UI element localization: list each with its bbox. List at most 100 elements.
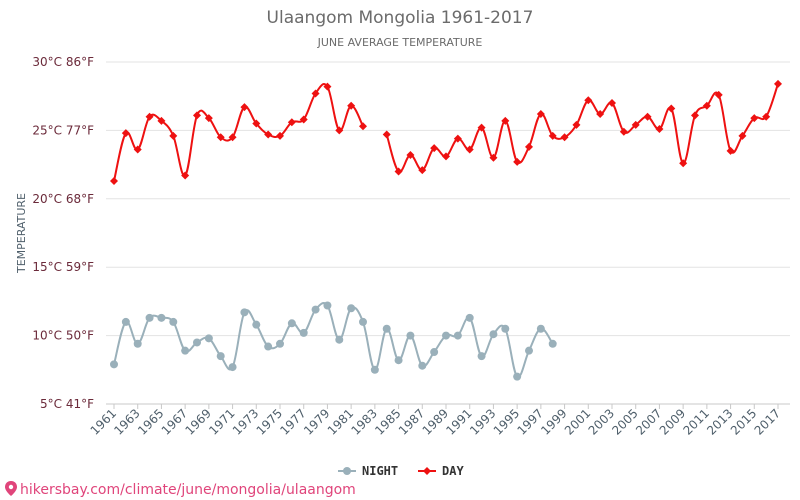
data-point-day[interactable] xyxy=(738,131,747,140)
data-point-day[interactable] xyxy=(418,166,427,175)
data-point-day[interactable] xyxy=(394,167,403,176)
data-point-night[interactable] xyxy=(216,352,225,361)
data-point-day[interactable] xyxy=(548,131,557,140)
data-point-day[interactable] xyxy=(110,177,118,186)
data-point-day[interactable] xyxy=(726,146,735,155)
data-point-night[interactable] xyxy=(169,317,178,326)
data-point-day[interactable] xyxy=(276,131,284,140)
data-point-night[interactable] xyxy=(181,346,190,355)
data-point-night[interactable] xyxy=(394,356,403,365)
data-point-night[interactable] xyxy=(193,338,201,347)
data-point-day[interactable] xyxy=(406,151,415,160)
data-point-day[interactable] xyxy=(572,120,581,129)
data-point-night[interactable] xyxy=(276,339,284,348)
data-point-night[interactable] xyxy=(145,313,154,322)
data-point-day[interactable] xyxy=(453,134,462,143)
data-point-day[interactable] xyxy=(596,109,605,118)
legend-label-day: DAY xyxy=(442,464,464,478)
data-point-night[interactable] xyxy=(264,342,273,351)
data-point-day[interactable] xyxy=(608,99,616,108)
data-point-night[interactable] xyxy=(228,363,237,372)
data-point-day[interactable] xyxy=(489,153,498,162)
data-point-night[interactable] xyxy=(204,334,213,343)
data-point-night[interactable] xyxy=(347,304,356,313)
source-link[interactable]: hikersbay.com/climate/june/mongolia/ulaa… xyxy=(5,481,356,498)
legend-item-day[interactable]: DAY xyxy=(418,464,464,478)
data-point-night[interactable] xyxy=(240,308,249,317)
data-point-day[interactable] xyxy=(323,82,332,91)
data-point-day[interactable] xyxy=(774,79,782,88)
data-point-night[interactable] xyxy=(252,320,261,329)
data-point-day[interactable] xyxy=(679,159,688,168)
data-point-day[interactable] xyxy=(643,112,652,121)
data-point-night[interactable] xyxy=(382,324,391,333)
data-point-night[interactable] xyxy=(536,324,545,333)
data-point-day[interactable] xyxy=(121,129,130,138)
source-url[interactable]: hikersbay.com/climate/june/mongolia/ulaa… xyxy=(20,482,356,498)
data-point-day[interactable] xyxy=(619,127,628,136)
data-point-night[interactable] xyxy=(430,348,439,357)
data-point-night[interactable] xyxy=(418,361,427,370)
data-point-day[interactable] xyxy=(691,111,699,120)
data-point-day[interactable] xyxy=(525,142,533,151)
data-point-night[interactable] xyxy=(548,339,557,348)
data-point-night[interactable] xyxy=(406,331,415,340)
data-point-night[interactable] xyxy=(501,324,510,333)
data-point-day[interactable] xyxy=(335,126,344,135)
data-point-day[interactable] xyxy=(430,144,439,153)
data-point-night[interactable] xyxy=(299,328,308,337)
data-point-day[interactable] xyxy=(667,104,676,113)
data-point-day[interactable] xyxy=(181,171,190,180)
data-point-night[interactable] xyxy=(323,301,332,310)
data-point-day[interactable] xyxy=(193,111,201,120)
data-point-night[interactable] xyxy=(513,372,522,381)
data-point-day[interactable] xyxy=(299,115,308,124)
legend-item-night[interactable]: NIGHT xyxy=(338,464,398,478)
data-point-day[interactable] xyxy=(382,130,391,139)
data-point-night[interactable] xyxy=(477,352,486,361)
x-tick-label: 1985 xyxy=(372,406,403,437)
data-point-day[interactable] xyxy=(584,96,593,105)
data-point-night[interactable] xyxy=(489,330,498,339)
data-point-night[interactable] xyxy=(370,365,379,374)
data-point-day[interactable] xyxy=(513,157,522,166)
data-point-day[interactable] xyxy=(359,122,367,131)
data-point-day[interactable] xyxy=(264,130,273,139)
data-point-day[interactable] xyxy=(287,118,296,127)
data-point-day[interactable] xyxy=(501,116,510,125)
data-point-day[interactable] xyxy=(762,112,771,121)
data-point-day[interactable] xyxy=(228,133,237,142)
data-point-day[interactable] xyxy=(252,119,261,128)
data-point-day[interactable] xyxy=(465,145,474,154)
data-point-day[interactable] xyxy=(702,101,711,110)
data-point-night[interactable] xyxy=(442,331,450,340)
data-point-day[interactable] xyxy=(631,120,640,129)
data-point-night[interactable] xyxy=(525,346,533,355)
data-point-day[interactable] xyxy=(477,123,486,132)
data-point-day[interactable] xyxy=(536,109,545,118)
data-point-night[interactable] xyxy=(157,313,166,322)
data-point-day[interactable] xyxy=(145,112,154,121)
data-point-night[interactable] xyxy=(311,305,320,314)
data-point-night[interactable] xyxy=(359,317,367,326)
data-point-day[interactable] xyxy=(240,103,249,112)
data-point-night[interactable] xyxy=(133,339,142,348)
data-point-day[interactable] xyxy=(714,90,723,99)
data-point-day[interactable] xyxy=(347,101,356,110)
data-point-day[interactable] xyxy=(655,125,664,134)
data-point-day[interactable] xyxy=(133,145,142,154)
data-point-day[interactable] xyxy=(204,114,213,123)
data-point-night[interactable] xyxy=(110,360,118,369)
data-point-night[interactable] xyxy=(121,317,130,326)
data-point-day[interactable] xyxy=(311,89,320,98)
data-point-night[interactable] xyxy=(465,313,474,322)
data-point-day[interactable] xyxy=(750,114,759,123)
data-point-day[interactable] xyxy=(169,131,178,140)
data-point-night[interactable] xyxy=(335,335,344,344)
data-point-day[interactable] xyxy=(442,152,450,161)
data-point-day[interactable] xyxy=(560,133,569,142)
data-point-night[interactable] xyxy=(287,319,296,328)
data-point-day[interactable] xyxy=(216,133,225,142)
data-point-day[interactable] xyxy=(157,116,166,125)
data-point-night[interactable] xyxy=(453,331,462,340)
